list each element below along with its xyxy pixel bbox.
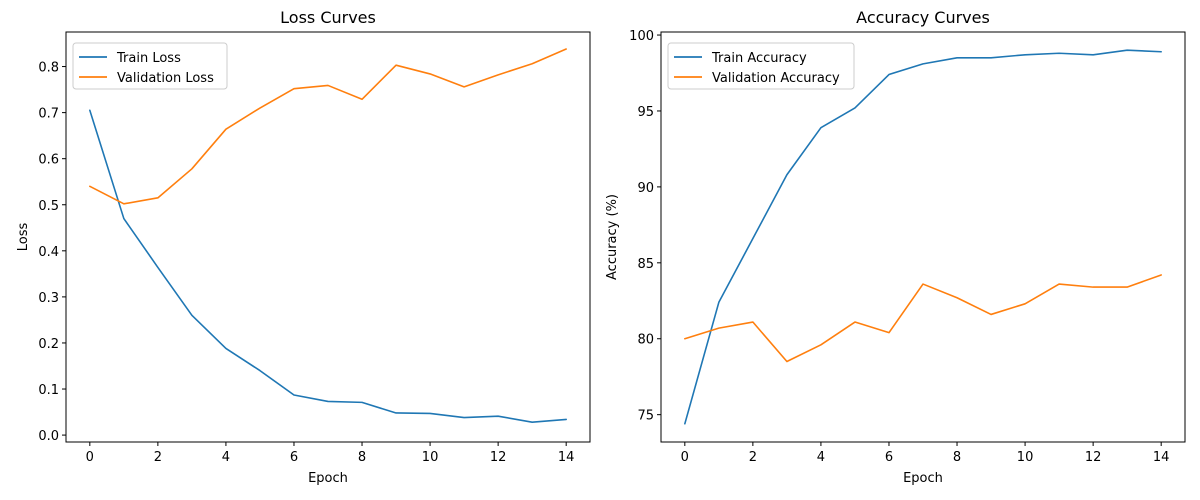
x-tick-label: 6 [290, 450, 298, 465]
x-axis-title: Epoch [903, 471, 943, 486]
y-tick-label: 0.1 [38, 383, 59, 398]
chart-title: Loss Curves [280, 8, 376, 27]
y-tick-label: 0.4 [38, 245, 59, 260]
x-tick-label: 10 [422, 450, 439, 465]
legend-label-1: Validation Accuracy [712, 71, 840, 86]
y-tick-label: 80 [637, 333, 654, 348]
y-tick-label: 95 [637, 105, 654, 120]
y-tick-label: 0.0 [38, 429, 59, 444]
legend-box [72, 42, 228, 90]
x-tick-label: 8 [358, 450, 366, 465]
loss-chart: Loss Curves 0 2 4 6 8 10 12 14 0.0 0.1 0.2 0.3 0.4 0.5… [16, 8, 591, 486]
legend-label-0: Train Loss [116, 51, 181, 66]
x-tick-label: 2 [154, 450, 162, 465]
x-tick-label: 14 [1153, 450, 1170, 465]
legend: Train Accuracy Validation Accuracy [667, 42, 855, 90]
y-tick-label: 75 [637, 409, 654, 424]
legend-label-1: Validation Loss [117, 71, 214, 86]
x-tick-label: 2 [749, 450, 757, 465]
legend: Train Loss Validation Loss [72, 42, 228, 90]
x-tick-label: 0 [681, 450, 689, 465]
y-tick-label: 100 [629, 29, 654, 44]
x-axis-title: Epoch [308, 471, 348, 486]
x-tick-label: 12 [1085, 450, 1102, 465]
x-tick-label: 4 [817, 450, 825, 465]
chart-title: Accuracy Curves [856, 8, 990, 27]
y-tick-label: 0.6 [38, 153, 59, 168]
series-line-0 [684, 49, 1162, 425]
y-tick-label: 0.3 [38, 291, 59, 306]
legend-label-0: Train Accuracy [711, 51, 807, 66]
plot-frame [660, 31, 1186, 443]
series-line-0 [89, 109, 567, 423]
x-tick-label: 6 [885, 450, 893, 465]
x-tick-label: 0 [86, 450, 94, 465]
y-tick-label: 85 [637, 257, 654, 272]
x-tick-label: 10 [1017, 450, 1034, 465]
x-tick-label: 14 [558, 450, 575, 465]
y-tick-label: 90 [637, 181, 654, 196]
plot-frame [65, 31, 591, 443]
series-line-1 [684, 274, 1162, 363]
y-tick-label: 0.8 [38, 61, 59, 76]
series-line-1 [89, 48, 567, 205]
y-axis-title: Loss [16, 223, 31, 252]
legend-box [667, 42, 855, 90]
y-tick-label: 0.5 [38, 199, 59, 214]
y-tick-label: 0.2 [38, 337, 59, 352]
x-tick-label: 4 [222, 450, 230, 465]
x-tick-label: 12 [490, 450, 507, 465]
x-tick-label: 8 [953, 450, 961, 465]
y-tick-label: 0.7 [38, 107, 59, 122]
accuracy-chart: Accuracy Curves 0 2 4 6 8 10 12 14 75 80 85 90 95 100 E… [605, 8, 1186, 486]
y-axis-title: Accuracy (%) [605, 194, 620, 280]
